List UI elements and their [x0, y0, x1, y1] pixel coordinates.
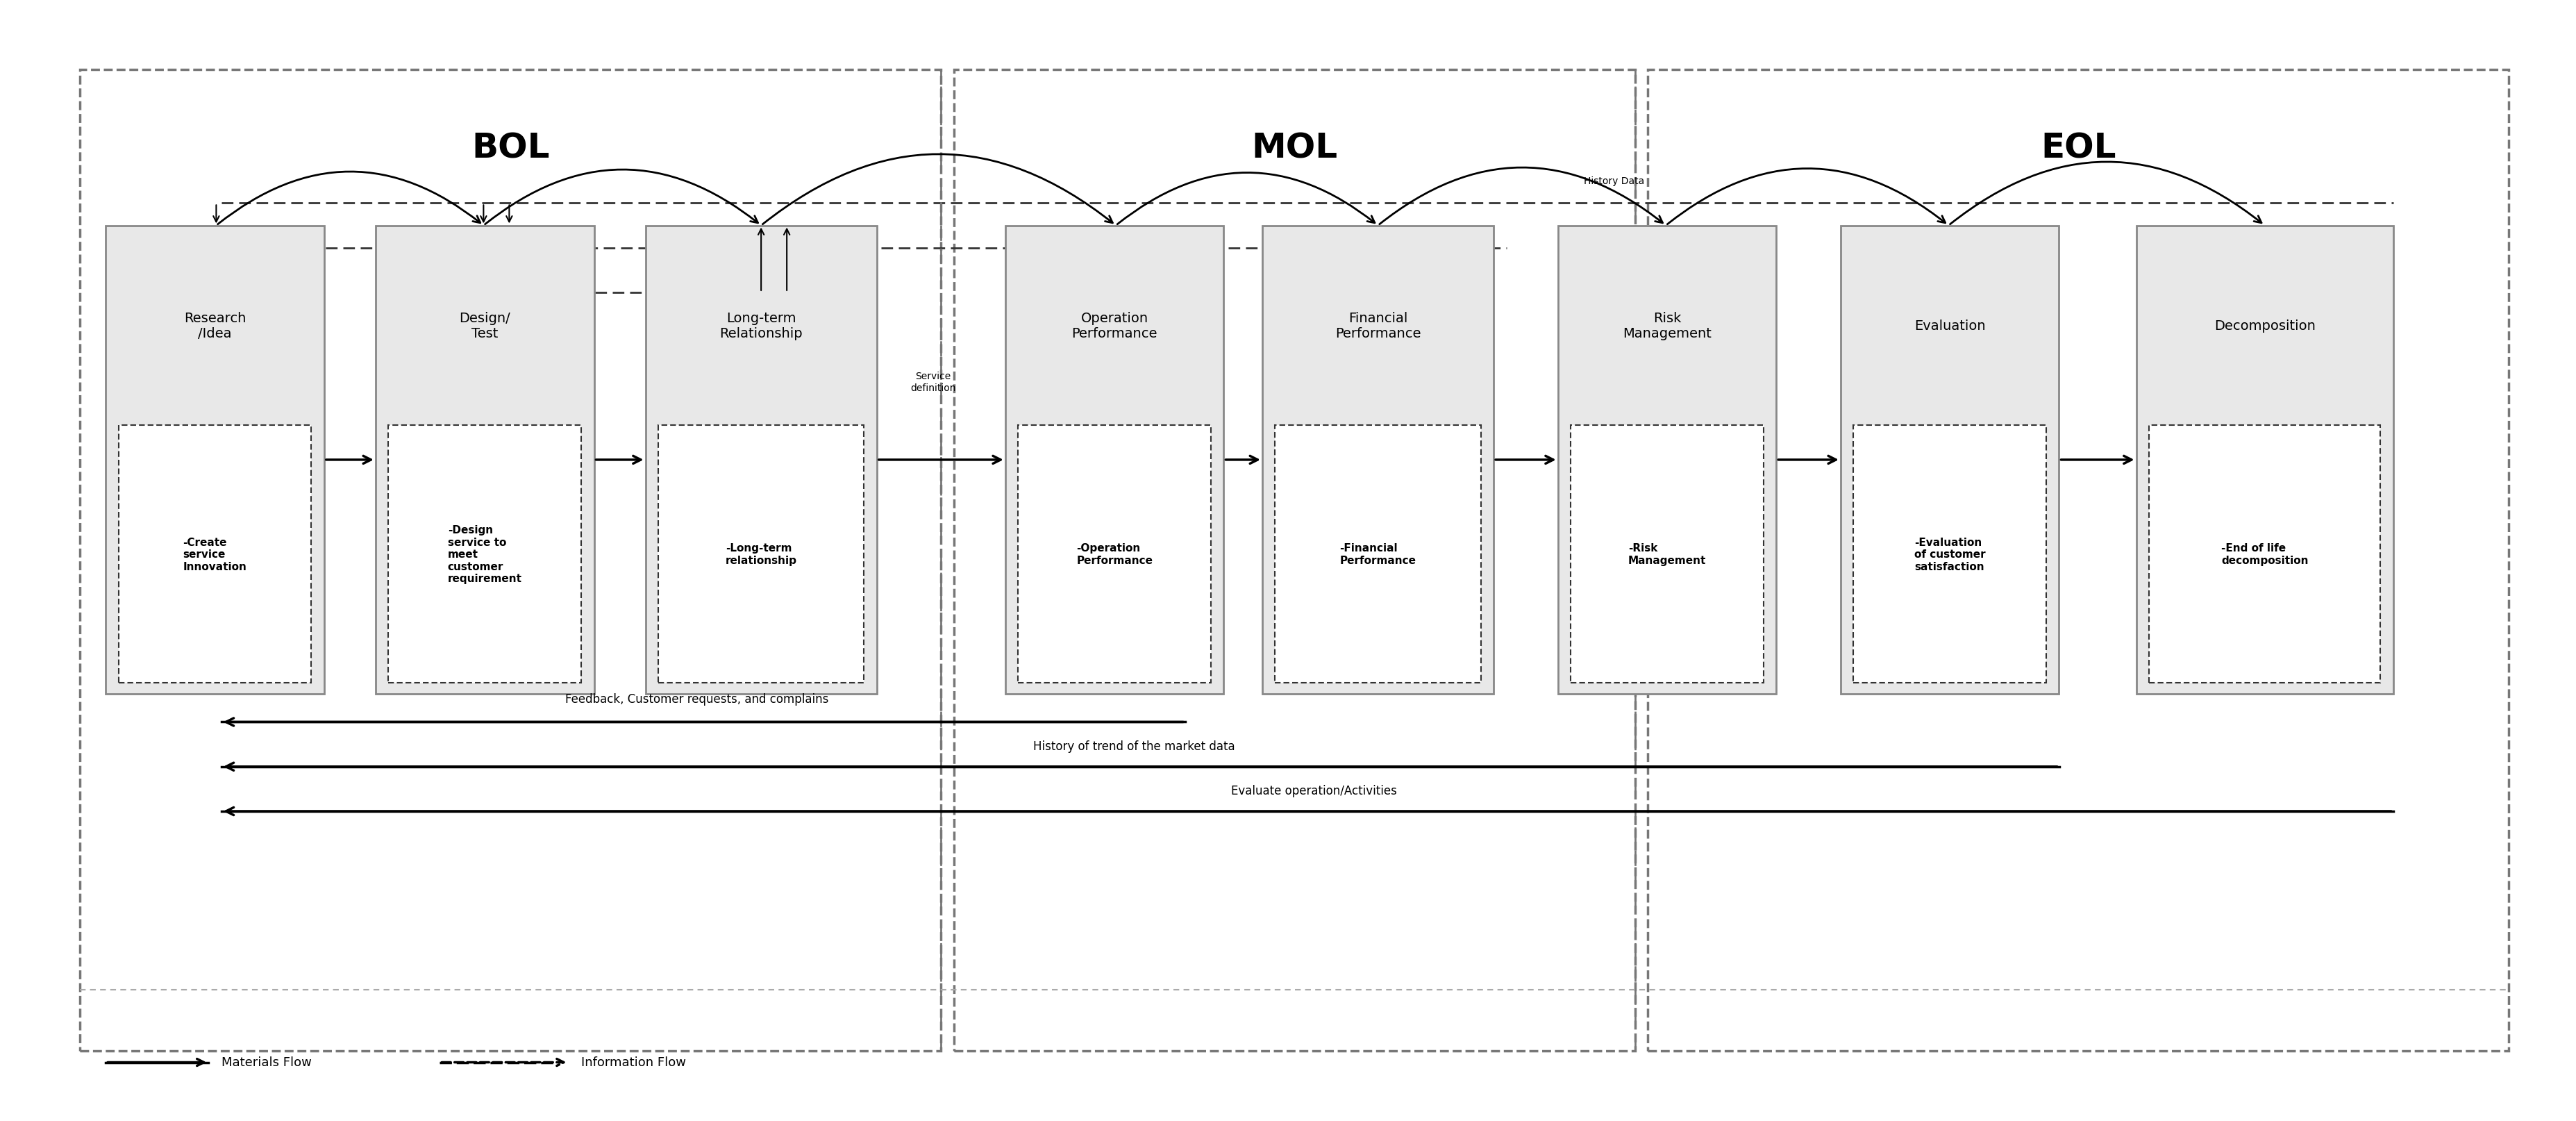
Text: Risk
Management: Risk Management	[1623, 312, 1710, 340]
Text: Service
definition: Service definition	[909, 371, 956, 392]
Text: Financial
Performance: Financial Performance	[1334, 312, 1422, 340]
FancyBboxPatch shape	[659, 426, 863, 683]
Text: BOL: BOL	[471, 131, 549, 165]
FancyBboxPatch shape	[376, 226, 595, 694]
Text: EOL: EOL	[2040, 131, 2115, 165]
Text: History of trend of the market data: History of trend of the market data	[1033, 740, 1234, 752]
Text: Long-term
Relationship: Long-term Relationship	[719, 312, 804, 340]
Text: Research
/Idea: Research /Idea	[183, 312, 245, 340]
FancyBboxPatch shape	[118, 426, 312, 683]
Text: Materials Flow: Materials Flow	[222, 1056, 312, 1068]
FancyBboxPatch shape	[1262, 226, 1494, 694]
Text: -End of life
decomposition: -End of life decomposition	[2221, 543, 2308, 566]
Text: Evaluate operation/Activities: Evaluate operation/Activities	[1231, 785, 1396, 797]
Text: Evaluation: Evaluation	[1914, 319, 1986, 332]
FancyBboxPatch shape	[1018, 426, 1211, 683]
Text: Information Flow: Information Flow	[582, 1056, 685, 1068]
Text: -Operation
Performance: -Operation Performance	[1077, 543, 1151, 566]
Text: -Evaluation
of customer
satisfaction: -Evaluation of customer satisfaction	[1914, 537, 1986, 572]
Text: Decomposition: Decomposition	[2213, 319, 2316, 332]
Text: -Risk
Management: -Risk Management	[1628, 543, 1705, 566]
FancyBboxPatch shape	[1275, 426, 1481, 683]
FancyBboxPatch shape	[1571, 426, 1765, 683]
Text: MOL: MOL	[1252, 131, 1337, 165]
FancyBboxPatch shape	[2136, 226, 2393, 694]
FancyBboxPatch shape	[2148, 426, 2380, 683]
Text: Design/
Test: Design/ Test	[459, 312, 510, 340]
FancyBboxPatch shape	[106, 226, 325, 694]
Text: -Long-term
relationship: -Long-term relationship	[726, 543, 796, 566]
FancyBboxPatch shape	[1855, 426, 2045, 683]
Text: Feedback, Customer requests, and complains: Feedback, Customer requests, and complai…	[564, 693, 829, 705]
FancyBboxPatch shape	[647, 226, 876, 694]
Text: -Create
service
Innovation: -Create service Innovation	[183, 537, 247, 572]
FancyBboxPatch shape	[1842, 226, 2058, 694]
Text: History Data: History Data	[1584, 176, 1643, 186]
FancyBboxPatch shape	[1005, 226, 1224, 694]
Text: -Design
service to
meet
customer
requirement: -Design service to meet customer require…	[448, 525, 523, 584]
Text: Operation
Performance: Operation Performance	[1072, 312, 1157, 340]
Text: -Financial
Performance: -Financial Performance	[1340, 543, 1417, 566]
FancyBboxPatch shape	[1558, 226, 1777, 694]
FancyBboxPatch shape	[389, 426, 582, 683]
